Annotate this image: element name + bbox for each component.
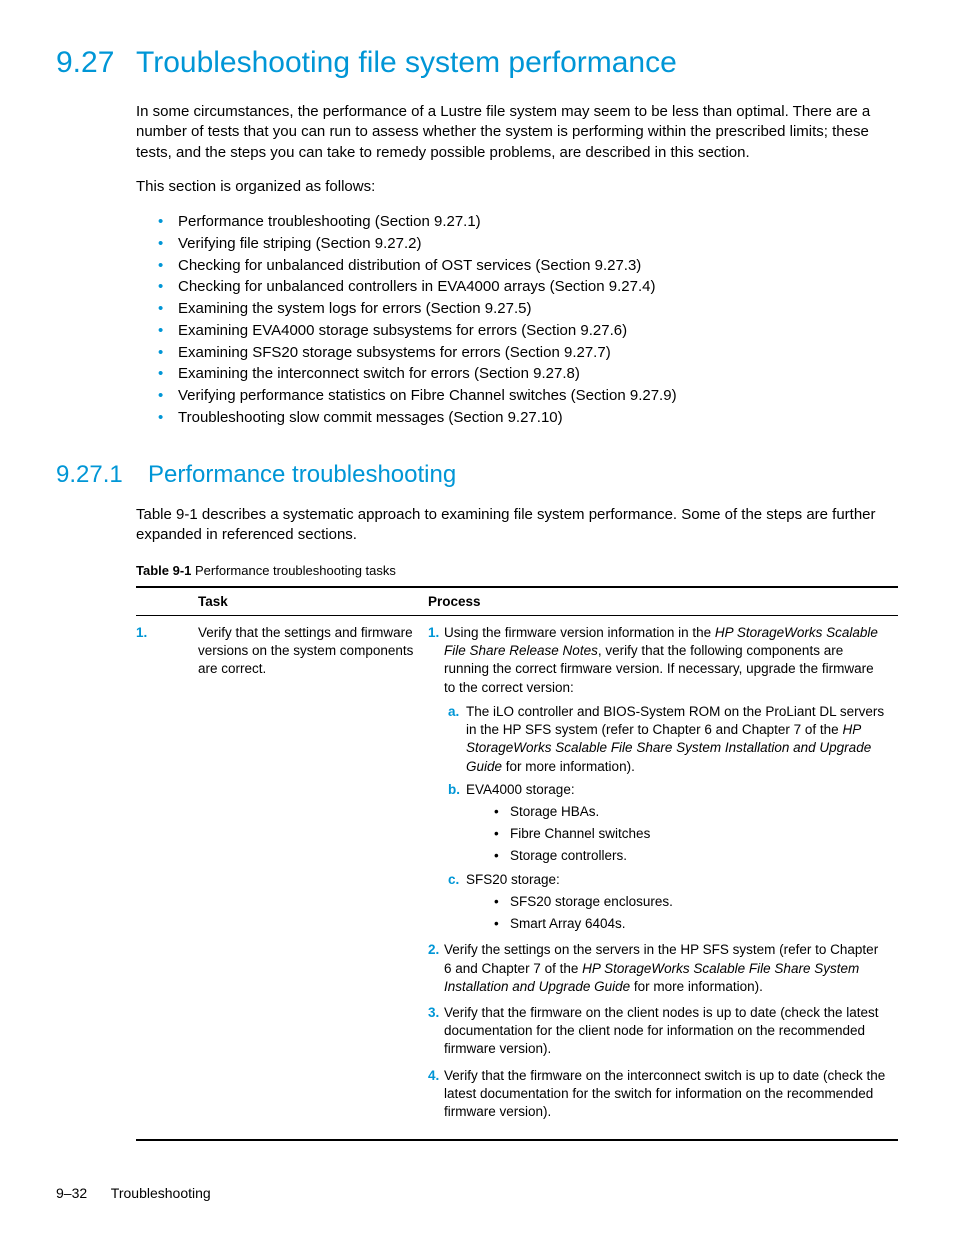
bullet-item: Smart Array 6404s.	[494, 915, 888, 933]
step-text: Verify the settings on the servers in th…	[444, 942, 878, 993]
table-row: 1. Verify that the settings and firmware…	[136, 616, 898, 1141]
toc-item: Verifying performance statistics on Fibr…	[158, 385, 898, 407]
step-number: 1.	[428, 624, 439, 642]
row-process: 1. Using the firmware version informatio…	[428, 616, 898, 1141]
section-number: 9.27	[56, 46, 136, 80]
sub-list: a. The iLO controller and BIOS-System RO…	[448, 703, 888, 933]
tasks-table: Task Process 1. Verify that the settings…	[136, 586, 898, 1141]
toc-item: Troubleshooting slow commit messages (Se…	[158, 407, 898, 429]
sub-letter: b.	[448, 781, 460, 799]
bullet-item: Storage HBAs.	[494, 803, 888, 821]
table-header-process: Process	[428, 587, 898, 616]
step-text: Verify that the firmware on the client n…	[444, 1005, 879, 1056]
step-text: Verify that the firmware on the intercon…	[444, 1068, 885, 1119]
toc-item: Checking for unbalanced distribution of …	[158, 255, 898, 277]
toc-item: Examining the interconnect switch for er…	[158, 363, 898, 385]
section-title: Troubleshooting file system performance	[136, 46, 677, 80]
section-body: In some circumstances, the performance o…	[136, 102, 898, 429]
step-text: Using the firmware version information i…	[444, 625, 878, 695]
step-number: 2.	[428, 941, 439, 959]
toc-item: Checking for unbalanced controllers in E…	[158, 276, 898, 298]
intro-paragraph: In some circumstances, the performance o…	[136, 102, 898, 163]
subsection-title: Performance troubleshooting	[148, 461, 456, 489]
organization-paragraph: This section is organized as follows:	[136, 177, 898, 197]
step-number: 4.	[428, 1067, 439, 1085]
sub-text: The iLO controller and BIOS-System ROM o…	[466, 704, 884, 774]
bullet-list: Storage HBAs. Fibre Channel switches Sto…	[494, 803, 888, 866]
process-step: 4. Verify that the firmware on the inter…	[428, 1067, 888, 1122]
process-step: 1. Using the firmware version informatio…	[428, 624, 888, 933]
page-number: 9–32	[56, 1185, 87, 1201]
bullet-item: SFS20 storage enclosures.	[494, 893, 888, 911]
chapter-name: Troubleshooting	[111, 1185, 211, 1201]
subsection-paragraph: Table 9-1 describes a systematic approac…	[136, 505, 898, 546]
sub-letter: c.	[448, 871, 459, 889]
table-header-task: Task	[198, 587, 428, 616]
sub-text: SFS20 storage:	[466, 872, 560, 887]
toc-item: Performance troubleshooting (Section 9.2…	[158, 211, 898, 233]
process-list: 1. Using the firmware version informatio…	[428, 624, 888, 1121]
toc-item: Examining EVA4000 storage subsystems for…	[158, 320, 898, 342]
bullet-item: Storage controllers.	[494, 847, 888, 865]
row-task: Verify that the settings and firmware ve…	[198, 616, 428, 1141]
bullet-item: Fibre Channel switches	[494, 825, 888, 843]
page-footer: 9–32 Troubleshooting	[56, 1185, 211, 1201]
subsection-heading: 9.27.1 Performance troubleshooting	[56, 461, 898, 489]
table-header-num	[136, 587, 198, 616]
process-step: 3. Verify that the firmware on the clien…	[428, 1004, 888, 1059]
sub-item: a. The iLO controller and BIOS-System RO…	[448, 703, 888, 776]
toc-item: Verifying file striping (Section 9.27.2)	[158, 233, 898, 255]
table-caption: Table 9-1 Performance troubleshooting ta…	[136, 563, 898, 578]
table-caption-text: Performance troubleshooting tasks	[191, 563, 396, 578]
toc-item: Examining SFS20 storage subsystems for e…	[158, 342, 898, 364]
section-heading: 9.27 Troubleshooting file system perform…	[56, 46, 898, 80]
sub-letter: a.	[448, 703, 459, 721]
sub-item: c. SFS20 storage: SFS20 storage enclosur…	[448, 871, 888, 934]
sub-item: b. EVA4000 storage: Storage HBAs. Fibre …	[448, 781, 888, 866]
subsection-body: Table 9-1 describes a systematic approac…	[136, 505, 898, 1142]
bullet-list: SFS20 storage enclosures. Smart Array 64…	[494, 893, 888, 933]
sub-text: EVA4000 storage:	[466, 782, 575, 797]
step-number: 3.	[428, 1004, 439, 1022]
subsection-number: 9.27.1	[56, 461, 136, 489]
process-step: 2. Verify the settings on the servers in…	[428, 941, 888, 996]
table-caption-bold: Table 9-1	[136, 563, 191, 578]
toc-list: Performance troubleshooting (Section 9.2…	[158, 211, 898, 429]
row-number: 1.	[136, 616, 198, 1141]
toc-item: Examining the system logs for errors (Se…	[158, 298, 898, 320]
